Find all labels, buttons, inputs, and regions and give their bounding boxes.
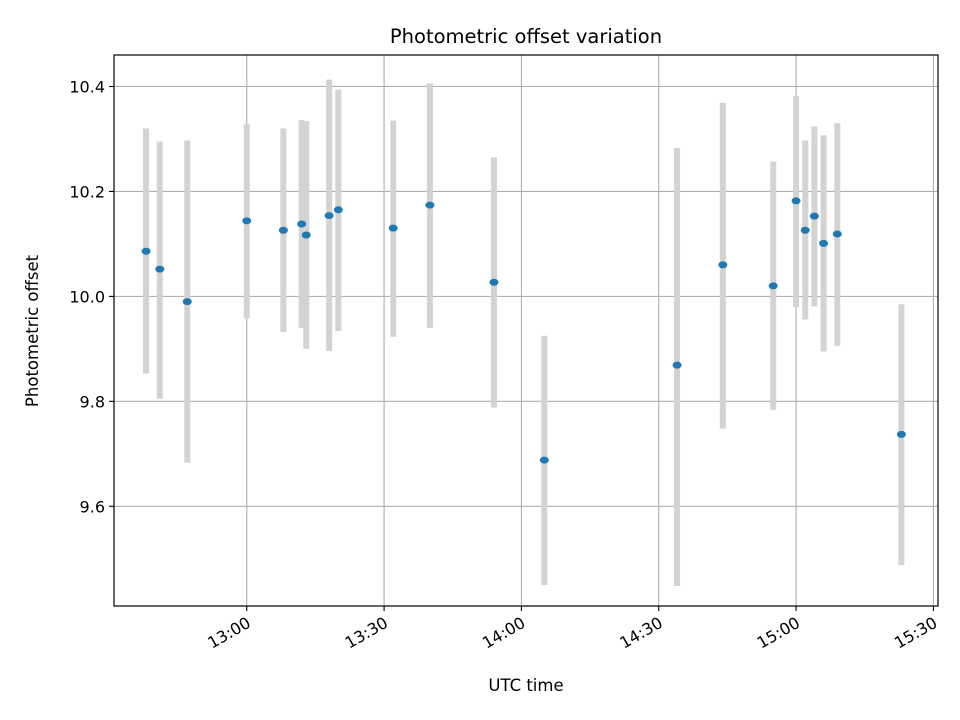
data-markers xyxy=(141,197,906,464)
chart-title: Photometric offset variation xyxy=(390,25,662,48)
data-point xyxy=(388,224,398,232)
y-axis: 9.6 9.8 10.0 10.2 10.4 xyxy=(69,77,114,516)
data-point xyxy=(809,212,819,220)
data-point xyxy=(832,230,842,238)
y-tick-label: 10.0 xyxy=(69,287,105,306)
data-point xyxy=(324,212,334,220)
data-point xyxy=(800,226,810,234)
data-point xyxy=(155,265,165,273)
data-point xyxy=(278,226,288,234)
data-point xyxy=(301,231,311,239)
y-tick-label: 9.8 xyxy=(80,392,105,411)
data-point xyxy=(819,239,829,247)
plot-area xyxy=(114,55,938,606)
data-point xyxy=(539,456,549,464)
y-tick-label: 10.2 xyxy=(69,182,105,201)
plot-frame xyxy=(113,54,939,607)
y-axis-label: Photometric offset xyxy=(23,254,42,407)
data-point xyxy=(718,261,728,269)
data-point xyxy=(297,220,307,228)
x-axis-label: UTC time xyxy=(488,676,563,695)
data-point xyxy=(141,247,151,255)
data-point xyxy=(182,298,192,306)
data-point xyxy=(896,430,906,438)
data-point xyxy=(489,278,499,286)
data-point xyxy=(425,201,435,209)
data-point xyxy=(768,282,778,290)
data-point xyxy=(791,197,801,205)
y-tick-label: 10.4 xyxy=(69,77,105,96)
data-point xyxy=(672,361,682,369)
data-point xyxy=(242,217,252,225)
data-point xyxy=(333,206,343,214)
y-tick-label: 9.6 xyxy=(80,497,105,516)
